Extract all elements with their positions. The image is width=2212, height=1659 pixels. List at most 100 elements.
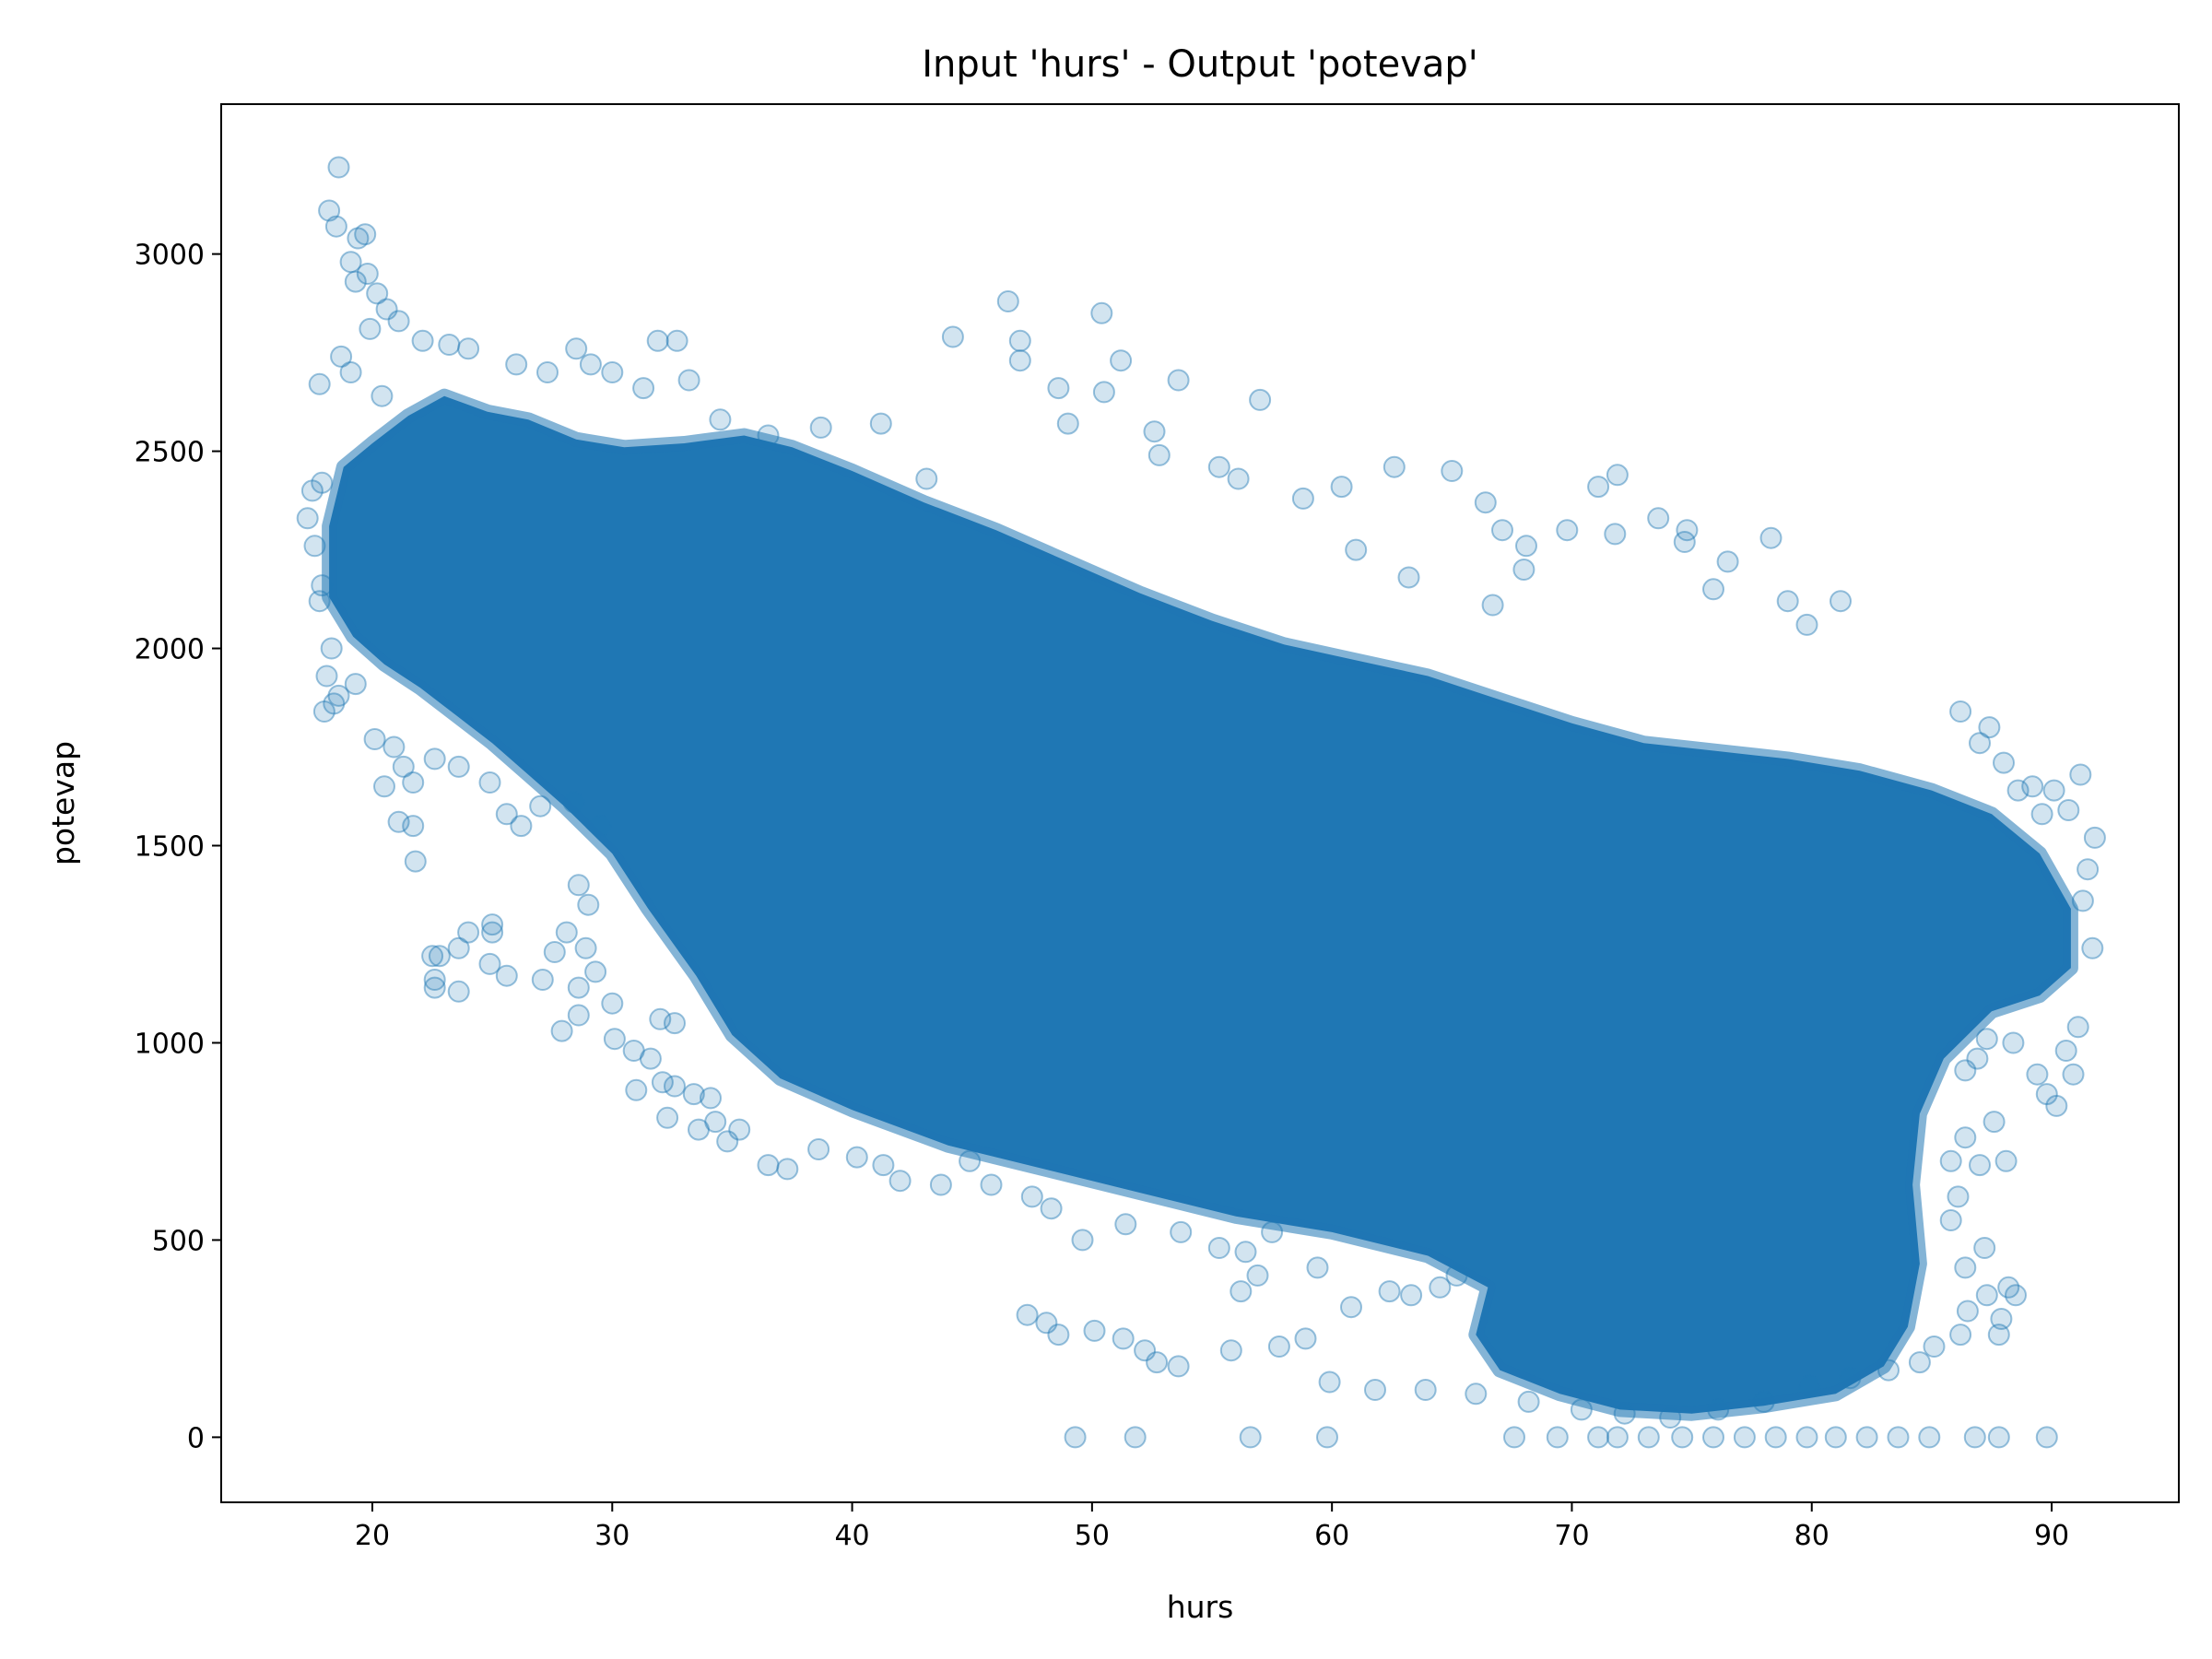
data-point <box>387 810 410 833</box>
data-point <box>1429 1276 1452 1299</box>
data-point <box>344 270 367 293</box>
data-point <box>1676 519 1699 542</box>
data-point <box>2005 1284 2027 1307</box>
x-tick-label: 90 <box>2034 1520 2069 1552</box>
data-point <box>959 1149 982 1172</box>
data-point <box>869 412 892 435</box>
data-point <box>1364 1379 1386 1401</box>
data-point <box>625 1078 648 1101</box>
data-point <box>1047 1324 1070 1347</box>
y-axis-title: potevap <box>45 741 81 865</box>
y-tick-label: 2000 <box>135 634 205 666</box>
data-point <box>1673 531 1696 553</box>
data-point <box>1230 1280 1253 1303</box>
data-point <box>366 282 389 305</box>
data-point <box>404 850 427 873</box>
data-point <box>2069 763 2092 786</box>
data-point <box>1249 388 1272 411</box>
data-point <box>1939 1149 1962 1172</box>
data-point <box>1556 519 1579 542</box>
data-point <box>2030 803 2053 826</box>
data-point <box>344 673 367 696</box>
data-point <box>646 329 669 352</box>
data-point <box>1587 1426 1610 1449</box>
data-point <box>1570 1398 1593 1421</box>
data-point <box>2066 1016 2089 1039</box>
data-point <box>1167 1355 1190 1378</box>
data-point <box>649 1007 672 1030</box>
y-tick-label: 0 <box>187 1422 205 1454</box>
data-point <box>1707 1398 1730 1421</box>
data-point <box>2026 1063 2049 1086</box>
data-point <box>1441 460 1464 482</box>
data-point <box>495 803 518 826</box>
data-point <box>980 1173 1003 1196</box>
data-point <box>2077 858 2100 881</box>
data-point <box>481 913 504 936</box>
data-point <box>1637 1426 1660 1449</box>
data-point <box>356 263 379 285</box>
data-point <box>536 361 559 383</box>
data-point <box>411 329 434 352</box>
data-point <box>382 735 406 759</box>
data-point <box>1414 1379 1437 1401</box>
data-point <box>392 755 415 778</box>
data-point <box>354 223 377 246</box>
data-point <box>1020 1185 1043 1208</box>
data-point <box>1267 1335 1290 1358</box>
data-point <box>728 1118 751 1141</box>
data-point <box>543 941 566 963</box>
data-point <box>809 416 832 439</box>
data-point <box>688 1118 710 1141</box>
data-point <box>1954 1126 1977 1149</box>
data-point <box>478 952 501 975</box>
data-point <box>1040 1197 1063 1220</box>
data-point <box>1702 578 1724 601</box>
data-point <box>1798 1374 1821 1397</box>
data-point <box>1474 491 1497 514</box>
data-point <box>1987 1426 2010 1449</box>
data-point <box>1306 1256 1329 1279</box>
data-point <box>757 1154 780 1177</box>
data-point <box>709 408 732 431</box>
data-point <box>1702 1426 1724 1449</box>
data-point <box>311 471 334 494</box>
data-point <box>327 156 350 179</box>
density-layer <box>322 388 2078 1421</box>
data-point <box>505 353 528 376</box>
data-point <box>1035 1312 1058 1335</box>
data-point <box>1987 1324 2010 1347</box>
data-point <box>303 535 326 558</box>
data-point <box>2045 1094 2068 1117</box>
data-point <box>1887 1426 1910 1449</box>
y-tick-label: 1500 <box>135 831 205 864</box>
data-point <box>639 1047 662 1070</box>
data-point <box>1234 1241 1257 1264</box>
data-point <box>315 665 338 688</box>
data-point <box>2054 1040 2077 1062</box>
data-point <box>531 969 554 991</box>
data-point <box>1124 1426 1147 1449</box>
data-point <box>2081 936 2104 959</box>
data-point <box>1134 1339 1157 1362</box>
data-point <box>1949 1324 1972 1347</box>
x-tick-label: 20 <box>355 1520 390 1552</box>
points-layer <box>296 156 2106 1449</box>
data-point <box>1207 455 1230 478</box>
data-point <box>589 815 612 838</box>
data-point <box>1997 1276 2020 1299</box>
data-point <box>1764 1426 1787 1449</box>
data-point <box>308 590 331 613</box>
data-point <box>704 1111 727 1134</box>
data-point <box>1083 1319 1106 1342</box>
data-point <box>1503 1426 1525 1449</box>
data-point <box>1978 716 2001 739</box>
data-point <box>1515 535 1537 558</box>
data-point <box>1008 349 1031 372</box>
data-point <box>1949 700 1972 723</box>
data-point <box>664 1012 686 1035</box>
data-point <box>1167 369 1190 392</box>
data-point <box>807 1138 830 1160</box>
data-point <box>929 1173 952 1196</box>
data-point <box>1954 1059 1977 1082</box>
